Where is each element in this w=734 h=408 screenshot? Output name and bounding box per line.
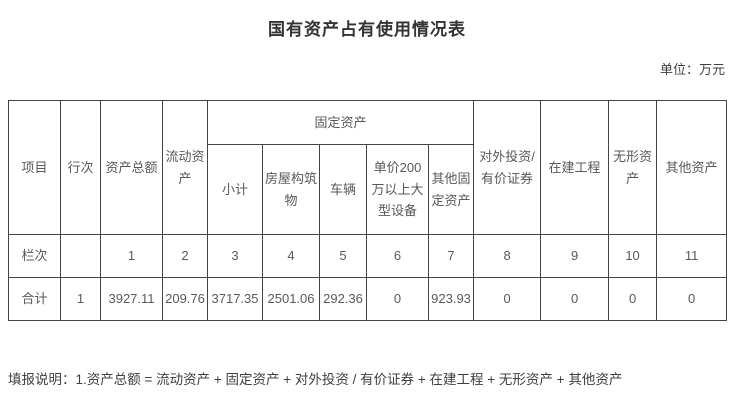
column-index-cell: 8 [473,234,542,278]
column-index-cell: 5 [319,234,367,278]
table-header-row-group: 项目 行次 资产总额 流动资产 固定资产 对外投资/有价证券 在建工程 无形资产… [8,100,728,235]
col-header-construction-in-progress: 在建工程 [540,100,610,235]
column-index-label: 栏次 [8,234,61,278]
total-value-current-assets: 209.76 [162,277,208,321]
total-row-no: 1 [60,277,101,321]
col-header-row-no: 行次 [60,100,101,235]
total-value-large-equipment: 0 [366,277,429,321]
col-header-fixed-assets-group: 固定资产 [206,100,475,145]
total-value-external-investment: 0 [473,277,542,321]
col-header-large-equipment: 单价200万以上大型设备 [366,144,429,235]
column-index-cell: 7 [427,234,475,278]
col-header-total-assets: 资产总额 [100,100,163,235]
unit-label: 单位：万元 [659,62,725,77]
column-index-cell: 10 [608,234,658,278]
total-row: 合计 1 3927.11 209.76 3717.35 2501.06 292.… [8,277,728,321]
column-index-cell: 4 [262,234,320,278]
column-index-row: 栏次 1 2 3 4 5 6 7 8 9 10 11 [8,234,728,278]
col-header-external-investment: 对外投资/有价证券 [473,100,542,235]
total-value-buildings-structures: 2501.06 [262,277,320,321]
col-header-current-assets: 流动资产 [162,100,208,235]
col-header-vehicles: 车辆 [319,144,367,235]
col-header-buildings-structures: 房屋构筑物 [262,144,320,235]
column-index-cell: 2 [162,234,208,278]
table-header-row-sub: 小计 房屋构筑物 车辆 单价200万以上大型设备 其他固定资产 [9,144,727,235]
col-header-other-fixed-assets: 其他固定资产 [427,144,475,235]
assets-table: 项目 行次 资产总额 流动资产 固定资产 对外投资/有价证券 在建工程 无形资产… [8,100,728,321]
col-header-item: 项目 [8,100,61,235]
col-header-other-assets: 其他资产 [656,100,728,235]
total-value-construction-in-progress: 0 [540,277,610,321]
total-row-label: 合计 [8,277,61,321]
column-index-cell: 3 [207,234,263,278]
page-title: 国有资产占有使用情况表 [268,20,466,39]
total-value-total-assets: 3927.11 [100,277,163,321]
column-index-cell: 11 [656,234,728,278]
note-line-1: 填报说明：1.资产总额 = 流动资产 + 固定资产 + 对外投资 / 有价证券 … [8,372,623,387]
total-value-intangible-assets: 0 [608,277,658,321]
column-index-cell: 1 [100,234,163,278]
total-value-fixed-subtotal: 3717.35 [207,277,263,321]
column-index-row-no [60,234,101,278]
col-header-fixed-subtotal: 小计 [207,144,263,235]
col-header-intangible-assets: 无形资产 [608,100,658,235]
column-index-cell: 6 [366,234,429,278]
column-index-cell: 9 [540,234,610,278]
total-value-vehicles: 292.36 [319,277,367,321]
total-value-other-assets: 0 [656,277,728,321]
total-value-other-fixed-assets: 923.93 [427,277,475,321]
filling-notes: 填报说明：1.资产总额 = 流动资产 + 固定资产 + 对外投资 / 有价证券 … [8,368,726,408]
